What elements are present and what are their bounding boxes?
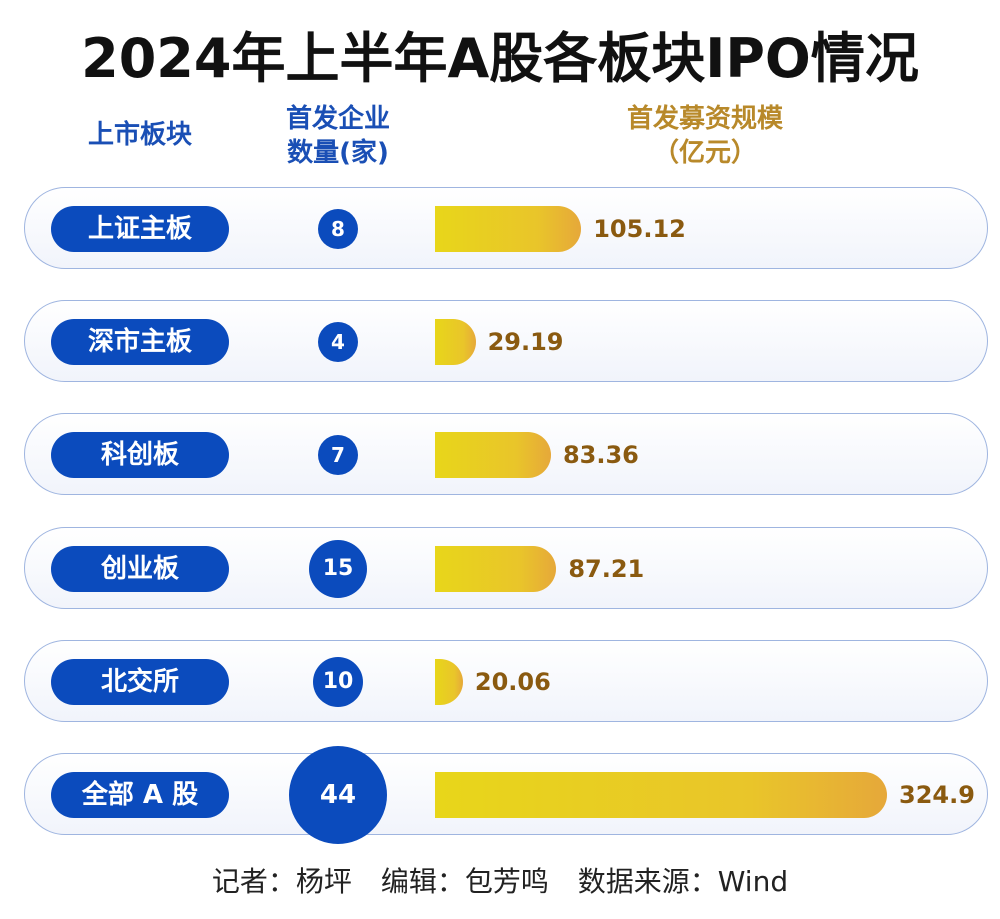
amount-value-label: 20.06 bbox=[474, 668, 551, 696]
count-circle: 7 bbox=[318, 435, 358, 475]
amount-bar bbox=[435, 659, 463, 705]
chart-row: 创业板 15 87.21 bbox=[24, 527, 988, 609]
board-label: 科创板 bbox=[51, 432, 229, 478]
board-label: 上证主板 bbox=[51, 206, 229, 252]
amount-value-label: 87.21 bbox=[568, 555, 645, 583]
header-amount-line2: （亿元） bbox=[652, 138, 757, 168]
board-label: 全部 A 股 bbox=[51, 772, 229, 818]
count-circle: 15 bbox=[309, 540, 367, 598]
header-board: 上市板块 bbox=[87, 120, 192, 150]
chart-title: 2024年上半年A股各板块IPO情况 bbox=[81, 27, 919, 90]
amount-value-label: 324.9 bbox=[899, 781, 975, 809]
chart-row: 深市主板 4 29.19 bbox=[24, 300, 988, 382]
amount-bar bbox=[435, 772, 887, 818]
amount-value-label: 83.36 bbox=[562, 441, 639, 469]
amount-value-label: 105.12 bbox=[593, 215, 686, 243]
header-count-line2: 数量(家) bbox=[287, 138, 389, 168]
header-count: 首发企业 数量(家) bbox=[258, 102, 418, 170]
chart-row: 北交所 10 20.06 bbox=[24, 640, 988, 722]
board-label: 深市主板 bbox=[51, 319, 229, 365]
amount-value-label: 29.19 bbox=[487, 328, 564, 356]
footer-editor: 编辑：包芳鸣 bbox=[380, 865, 549, 898]
board-label: 北交所 bbox=[51, 659, 229, 705]
header-count-line1: 首发企业 bbox=[285, 104, 390, 134]
footer: 记者：杨坪 编辑：包芳鸣 数据来源：Wind bbox=[0, 860, 1000, 900]
amount-bar bbox=[435, 206, 582, 252]
footer-source: 数据来源：Wind bbox=[577, 865, 789, 898]
board-label: 创业板 bbox=[51, 546, 229, 592]
count-circle: 10 bbox=[313, 657, 363, 707]
chart-row: 上证主板 8 105.12 bbox=[24, 187, 988, 269]
count-circle: 44 bbox=[289, 746, 387, 844]
amount-bar bbox=[435, 319, 476, 365]
amount-bar bbox=[435, 432, 551, 478]
amount-bar bbox=[435, 546, 557, 592]
chart-row: 全部 A 股 44 324.9 bbox=[24, 746, 988, 844]
chart-row: 科创板 7 83.36 bbox=[24, 413, 988, 495]
footer-reporter: 记者：杨坪 bbox=[211, 865, 352, 898]
header-amount-line1: 首发募资规模 bbox=[626, 104, 783, 134]
header-amount: 首发募资规模 （亿元） bbox=[560, 102, 850, 170]
count-circle: 4 bbox=[318, 322, 358, 362]
count-circle: 8 bbox=[318, 209, 358, 249]
